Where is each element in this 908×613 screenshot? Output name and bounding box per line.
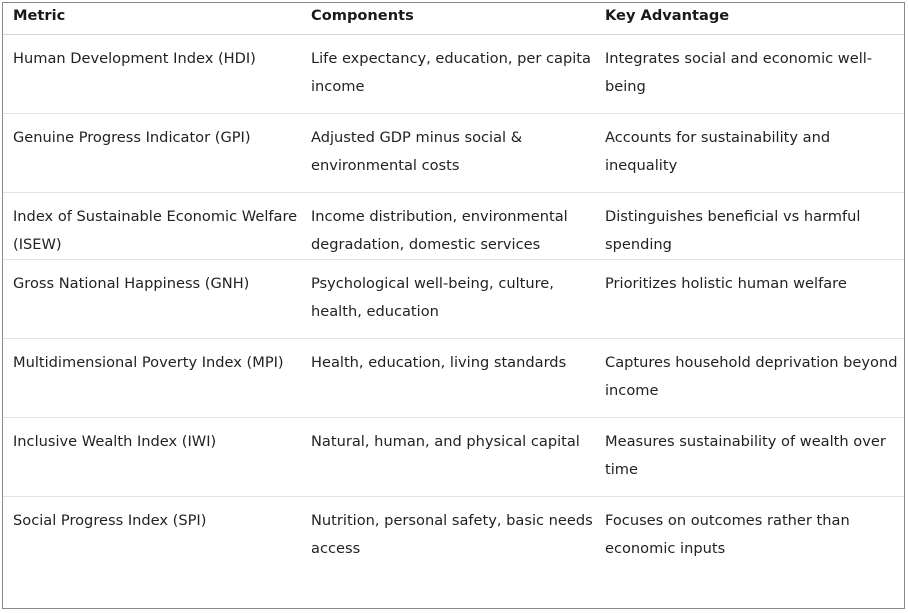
metrics-table: Metric Components Key Advantage Human De…	[3, 3, 904, 565]
cell-components: Health, education, living standards	[307, 338, 601, 418]
cell-components: Psychological well-being, culture, healt…	[307, 259, 601, 339]
table-row: Gross National Happiness (GNH) Psycholog…	[3, 259, 904, 339]
cell-key-advantage: Integrates social and economic well-bein…	[601, 34, 904, 114]
table-row: Social Progress Index (SPI) Nutrition, p…	[3, 497, 904, 566]
cell-key-advantage: Captures household deprivation beyond in…	[601, 338, 904, 418]
cell-components: Adjusted GDP minus social & environmenta…	[307, 113, 601, 193]
cell-components: Natural, human, and physical capital	[307, 417, 601, 497]
cell-metric: Social Progress Index (SPI)	[13, 512, 207, 529]
table-row: Genuine Progress Indicator (GPI) Adjuste…	[3, 113, 904, 193]
cell-metric: Gross National Happiness (GNH)	[3, 259, 307, 339]
cell-components: Income distribution, environmental degra…	[307, 192, 601, 260]
cell-metric: Multidimensional Poverty Index (MPI)	[3, 338, 307, 418]
cell-metric: Inclusive Wealth Index (IWI)	[3, 417, 307, 497]
header-key-advantage: Key Advantage	[601, 3, 904, 35]
header-row: Metric Components Key Advantage	[3, 3, 904, 35]
cell-components: Nutrition, personal safety, basic needs …	[311, 512, 593, 557]
header-metric: Metric	[3, 3, 307, 35]
cell-metric: Genuine Progress Indicator (GPI)	[3, 113, 307, 193]
cell-key-advantage: Measures sustainability of wealth over t…	[601, 417, 904, 497]
cell-key-advantage: Accounts for sustainability and inequali…	[601, 113, 904, 193]
table-row: Multidimensional Poverty Index (MPI) Hea…	[3, 338, 904, 418]
cell-components: Life expectancy, education, per capita i…	[307, 34, 601, 114]
table-row: Index of Sustainable Economic Welfare (I…	[3, 192, 904, 260]
table-row: Inclusive Wealth Index (IWI) Natural, hu…	[3, 417, 904, 497]
table-header: Metric Components Key Advantage	[3, 3, 904, 35]
cell-key-advantage: Distinguishes beneficial vs harmful spen…	[601, 192, 904, 260]
cell-key-advantage: Focuses on outcomes rather than economic…	[605, 512, 850, 557]
header-components: Components	[307, 3, 601, 35]
table-row: Human Development Index (HDI) Life expec…	[3, 34, 904, 114]
table-body: Human Development Index (HDI) Life expec…	[3, 34, 904, 566]
cell-key-advantage: Prioritizes holistic human welfare	[601, 259, 904, 339]
cell-metric: Human Development Index (HDI)	[3, 34, 307, 114]
cell-metric: Index of Sustainable Economic Welfare (I…	[3, 192, 307, 260]
